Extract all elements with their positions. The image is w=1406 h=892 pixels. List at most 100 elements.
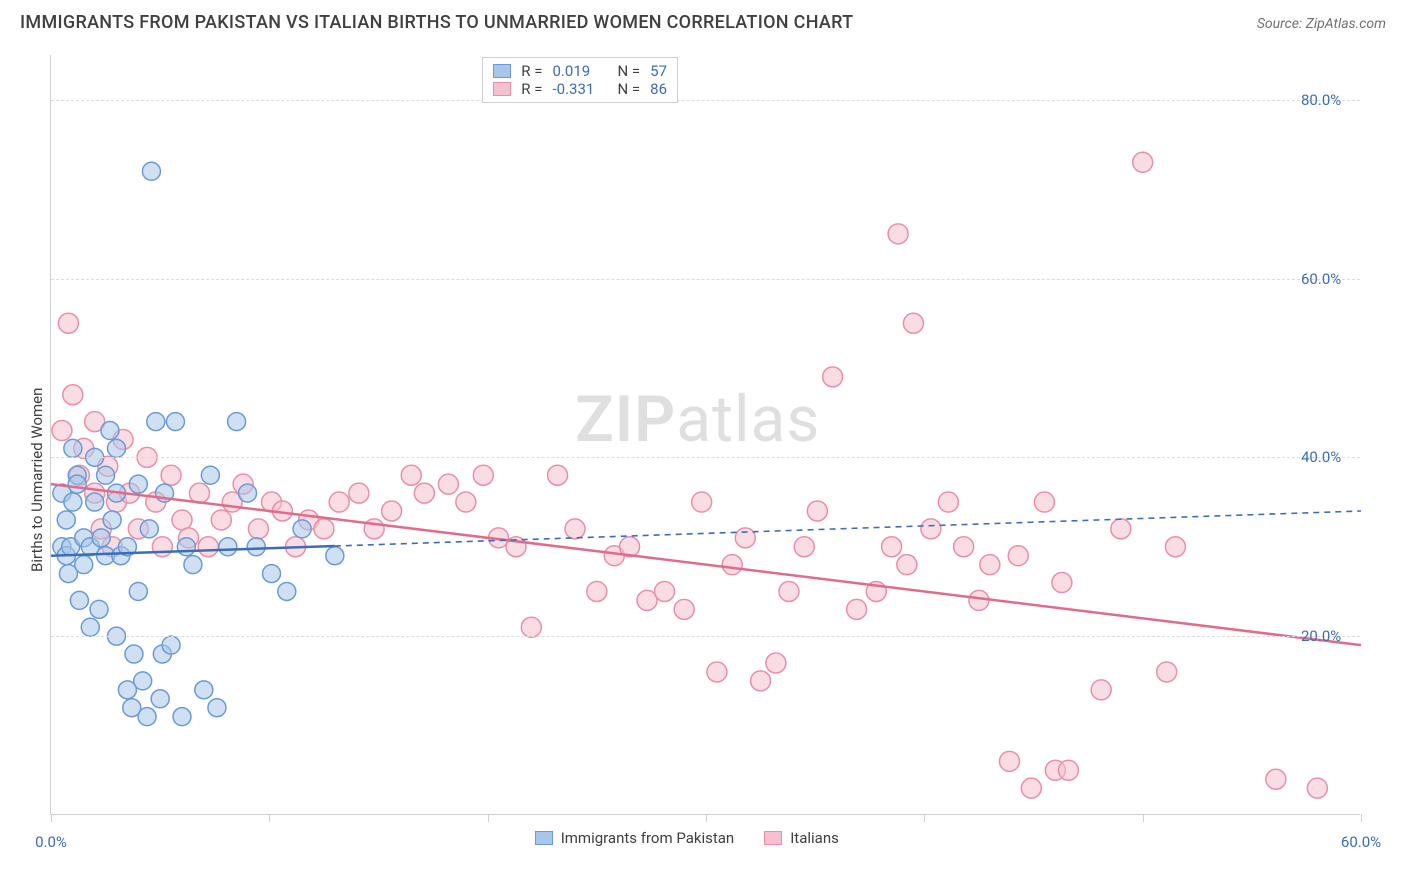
data-point (735, 528, 755, 548)
gridline (51, 636, 1360, 637)
gridline (51, 279, 1360, 280)
data-point (63, 385, 83, 405)
gridline (51, 457, 1360, 458)
data-point (1111, 519, 1131, 539)
y-tick-label: 40.0% (1301, 448, 1341, 466)
data-point (166, 413, 184, 431)
data-point (101, 422, 119, 440)
data-point (823, 367, 843, 387)
data-point (239, 484, 257, 502)
data-point (314, 519, 334, 539)
x-tick (1361, 814, 1362, 822)
data-point (751, 671, 771, 691)
data-point (263, 565, 281, 583)
chart-title: IMMIGRANTS FROM PAKISTAN VS ITALIAN BIRT… (20, 12, 853, 33)
data-point (1133, 152, 1153, 172)
data-point (64, 439, 82, 457)
legend-item: Immigrants from Pakistan (535, 829, 735, 847)
data-point (548, 465, 568, 485)
data-point (57, 511, 75, 529)
data-point (349, 483, 369, 503)
data-point (587, 581, 607, 601)
x-tick-label: 0.0% (35, 833, 67, 851)
data-point (807, 501, 827, 521)
data-point (980, 555, 1000, 575)
data-point (247, 538, 265, 556)
x-tick (51, 814, 52, 822)
legend-swatch (493, 64, 511, 78)
data-point (228, 413, 246, 431)
data-point (707, 662, 727, 682)
x-tick-label: 60.0% (1341, 833, 1381, 851)
legend-swatch (535, 831, 553, 845)
data-point (278, 582, 296, 600)
data-point (722, 555, 742, 575)
legend-swatch (764, 831, 782, 845)
data-point (189, 483, 209, 503)
data-point (201, 466, 219, 484)
data-point (147, 413, 165, 431)
data-point (152, 537, 172, 557)
data-point (969, 590, 989, 610)
data-point (1034, 492, 1054, 512)
data-point (903, 313, 923, 333)
data-point (954, 537, 974, 557)
data-point (766, 653, 786, 673)
data-point (1052, 573, 1072, 593)
data-point (125, 645, 143, 663)
x-tick (924, 814, 925, 822)
data-point (75, 556, 93, 574)
data-point (140, 520, 158, 538)
data-point (70, 591, 88, 609)
data-point (674, 599, 694, 619)
scatter-plot (51, 55, 1361, 815)
data-point (329, 492, 349, 512)
data-point (161, 465, 181, 485)
chart-container: IMMIGRANTS FROM PAKISTAN VS ITALIAN BIRT… (0, 0, 1406, 892)
data-point (326, 547, 344, 565)
data-point (58, 313, 78, 333)
data-point (208, 699, 226, 717)
data-point (438, 474, 458, 494)
legend-stats-row: R = 0.019N = 57 (493, 62, 667, 80)
x-tick (706, 814, 707, 822)
data-point (692, 492, 712, 512)
data-point (1008, 546, 1028, 566)
data-point (151, 690, 169, 708)
legend-label: Italians (790, 829, 839, 847)
data-point (1091, 680, 1111, 700)
data-point (888, 224, 908, 244)
data-point (219, 538, 237, 556)
plot-area: ZIPatlas 20.0%40.0%60.0%80.0%0.0%60.0% (50, 55, 1360, 815)
data-point (999, 751, 1019, 771)
data-point (565, 519, 585, 539)
data-point (779, 581, 799, 601)
data-point (68, 475, 86, 493)
legend-item: Italians (764, 829, 839, 847)
data-point (521, 617, 541, 637)
data-point (248, 519, 268, 539)
data-point (456, 492, 476, 512)
data-point (847, 599, 867, 619)
data-point (1157, 662, 1177, 682)
legend-stats-row: R = -0.331N = 86 (493, 80, 667, 98)
data-point (414, 483, 434, 503)
legend-swatch (493, 82, 511, 96)
y-tick-label: 80.0% (1301, 91, 1341, 109)
legend-bottom: Immigrants from Pakistan Italians (535, 829, 839, 847)
source-attribution: Source: ZipAtlas.com (1257, 16, 1386, 32)
data-point (162, 636, 180, 654)
data-point (92, 529, 110, 547)
data-point (1021, 778, 1041, 798)
x-tick (269, 814, 270, 822)
data-point (401, 465, 421, 485)
trend-line (335, 511, 1361, 546)
x-tick (488, 814, 489, 822)
data-point (198, 537, 218, 557)
data-point (655, 581, 675, 601)
data-point (134, 672, 152, 690)
data-point (794, 537, 814, 557)
data-point (882, 537, 902, 557)
data-point (1165, 537, 1185, 557)
data-point (382, 501, 402, 521)
